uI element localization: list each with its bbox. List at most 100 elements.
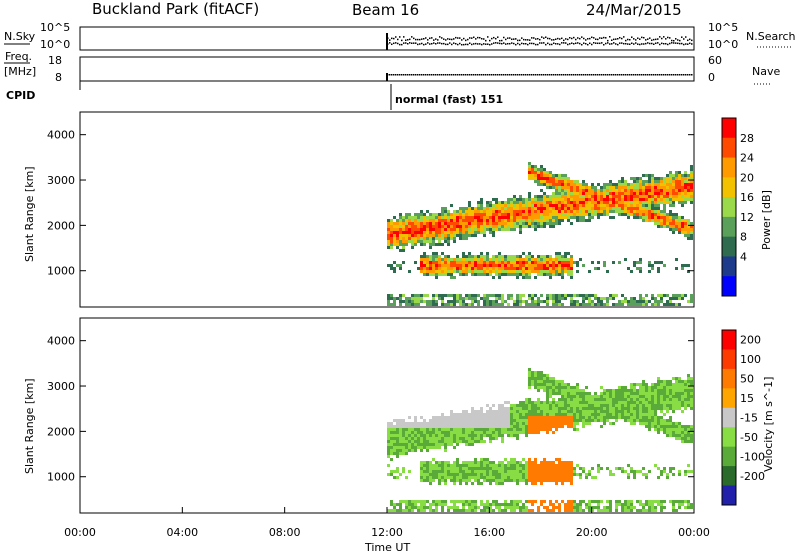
heatmap-cell: [537, 255, 540, 258]
heatmap-cell: [462, 434, 465, 437]
heatmap-cell: [396, 509, 399, 512]
heatmap-cell: [549, 297, 552, 300]
freq-point: [615, 74, 617, 76]
heatmap-cell: [669, 177, 672, 180]
heatmap-cell: [441, 219, 444, 222]
heatmap-cell: [492, 467, 495, 470]
heatmap-cell: [417, 219, 420, 222]
heatmap-cell: [513, 207, 516, 210]
heatmap-cell: [507, 297, 510, 300]
heatmap-cell: [645, 300, 648, 303]
heatmap-cell: [504, 267, 507, 270]
heatmap-cell: [687, 183, 690, 186]
heatmap-cell: [456, 219, 459, 222]
nsearch-point: [495, 42, 497, 44]
heatmap-cell: [423, 261, 426, 264]
heatmap-cell: [621, 386, 624, 389]
heatmap-cell: [444, 440, 447, 443]
heatmap-cell: [633, 213, 636, 216]
heatmap-cell: [615, 294, 618, 297]
heatmap-cell: [522, 407, 525, 410]
heatmap-cell: [438, 443, 441, 446]
heatmap-cell: [681, 294, 684, 297]
heatmap-cell: [576, 422, 579, 425]
heatmap-cell: [396, 422, 399, 425]
nsky-label: N.Sky: [4, 30, 36, 43]
heatmap-cell: [399, 503, 402, 506]
heatmap-cell: [567, 392, 570, 395]
heatmap-cell: [555, 255, 558, 258]
heatmap-cell: [504, 428, 507, 431]
heatmap-cell: [573, 473, 576, 476]
heatmap-cell: [684, 383, 687, 386]
heatmap-cell: [564, 416, 567, 419]
nsky-point: [415, 38, 417, 41]
heatmap-cell: [537, 389, 540, 392]
heatmap-cell: [648, 410, 651, 413]
heatmap-cell: [615, 401, 618, 404]
heatmap-cell: [591, 398, 594, 401]
heatmap-cell: [633, 261, 636, 264]
nsearch-point: [531, 42, 533, 45]
heatmap-cell: [501, 473, 504, 476]
heatmap-cell: [390, 473, 393, 476]
heatmap-cell: [648, 407, 651, 410]
heatmap-cell: [477, 228, 480, 231]
heatmap-cell: [636, 300, 639, 303]
heatmap-cell: [621, 413, 624, 416]
heatmap-cell: [447, 228, 450, 231]
heatmap-cell: [435, 476, 438, 479]
nsearch-point: [557, 43, 559, 45]
heatmap-cell: [423, 467, 426, 470]
heatmap-cell: [621, 183, 624, 186]
heatmap-cell: [486, 506, 489, 509]
heatmap-cell: [414, 243, 417, 246]
heatmap-cell: [447, 261, 450, 264]
heatmap-cell: [564, 422, 567, 425]
heatmap-cell: [678, 180, 681, 183]
nsearch-point: [567, 43, 569, 46]
heatmap-cell: [540, 222, 543, 225]
heatmap-cell: [528, 500, 531, 503]
heatmap-cell: [675, 219, 678, 222]
heatmap-cell: [528, 368, 531, 371]
heatmap-cell: [471, 225, 474, 228]
heatmap-cell: [393, 419, 396, 422]
heatmap-cell: [432, 509, 435, 512]
heatmap-cell: [561, 470, 564, 473]
heatmap-cell: [492, 300, 495, 303]
heatmap-cell: [537, 195, 540, 198]
heatmap-cell: [465, 264, 468, 267]
nsky-point: [531, 37, 533, 39]
nsearch-point: [449, 42, 451, 44]
heatmap-cell: [540, 425, 543, 428]
nsearch-point: [463, 43, 465, 46]
heatmap-cell: [507, 425, 510, 428]
heatmap-cell: [579, 258, 582, 261]
heatmap-cell: [408, 503, 411, 506]
heatmap-cell: [624, 503, 627, 506]
heatmap-cell: [468, 216, 471, 219]
heatmap-cell: [552, 180, 555, 183]
heatmap-cell: [471, 422, 474, 425]
heatmap-cell: [453, 461, 456, 464]
heatmap-cell: [474, 413, 477, 416]
nsearch-point: [683, 43, 685, 46]
heatmap-cell: [540, 171, 543, 174]
nsky-point: [397, 38, 399, 41]
heatmap-cell: [531, 425, 534, 428]
nsky-point: [539, 38, 541, 41]
nsky-point: [389, 39, 391, 41]
heatmap-cell: [639, 201, 642, 204]
heatmap-cell: [567, 419, 570, 422]
heatmap-cell: [462, 416, 465, 419]
freq-point: [553, 74, 555, 76]
heatmap-cell: [516, 476, 519, 479]
heatmap-cell: [576, 419, 579, 422]
heatmap-cell: [492, 264, 495, 267]
heatmap-cell: [591, 183, 594, 186]
heatmap-cell: [558, 389, 561, 392]
freq-point: [501, 74, 503, 76]
nsky-point: [391, 37, 393, 40]
heatmap-cell: [414, 506, 417, 509]
